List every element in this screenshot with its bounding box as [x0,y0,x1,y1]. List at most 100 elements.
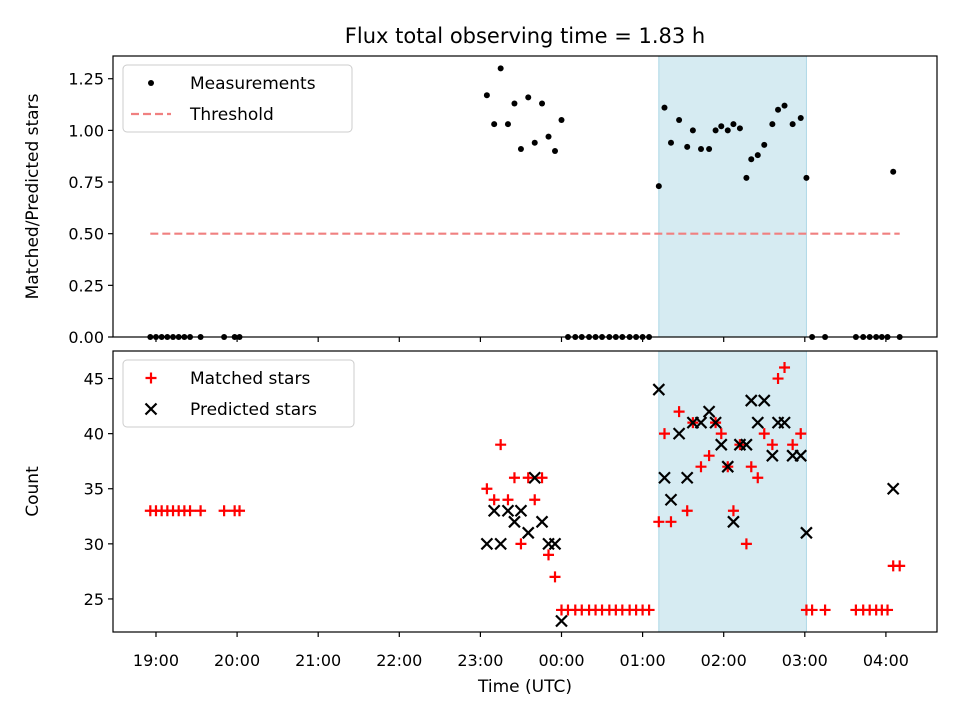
measurement-point [667,139,674,146]
measurement-point [531,139,538,146]
matched-star-point [882,604,894,616]
bottom-legend: Matched stars Predicted stars [122,359,355,428]
predicted-star-point [744,394,758,407]
measurement-point [769,121,776,128]
matched-star-point [740,538,752,550]
matched-star-point [522,472,534,484]
matched-star-point [772,373,784,385]
measurement-point [552,148,559,155]
predicted-star-point [680,471,694,485]
x-tick-label: 23:00 [457,651,503,670]
x-tick-label: 02:00 [701,651,747,670]
chart-title: Flux total observing time = 1.83 h [345,24,705,48]
measurement-point [706,145,713,152]
measurement-point [483,92,490,99]
predicted-star-point [766,449,779,462]
measurement-point [743,174,750,181]
matched-star-point [502,494,514,506]
bottom-y-tick-label: 35 [84,480,104,499]
predicted-star-point [514,504,528,518]
bottom-y-tick-label: 45 [84,370,104,389]
matched-star-point [745,461,757,473]
matched-star-point [195,505,207,517]
measurement-point [890,168,897,175]
legend-label: Matched stars [190,369,310,389]
bottom-panel: 25 30 35 40 45 19:00 20:00 21:00 22:00 23:00 00:00… [23,350,938,670]
matched-star-point [234,505,246,517]
legend-label: Measurements [190,74,316,94]
measurement-point [803,174,810,181]
measurement-point [748,156,755,163]
top-y-tick-label: 0.00 [68,328,104,347]
matched-star-point [508,472,520,484]
predicted-star-point [800,526,813,540]
predicted-star-point [794,449,808,462]
bottom-y-tick-label: 40 [84,425,104,444]
predicted-star-point [555,614,568,628]
top-y-tick-label: 0.50 [68,225,104,244]
bottom-series-0 [144,362,906,616]
measurement-point [712,127,719,134]
measurement-point [511,100,518,107]
matched-star-point [703,450,715,462]
matched-star-point [549,571,561,583]
legend-predicted-marker [144,402,158,416]
x-tick-label: 21:00 [295,651,341,670]
predicted-star-point [778,416,791,429]
bottom-highlight-span [658,350,807,633]
measurement-point [661,104,668,111]
predicted-star-point [694,416,708,429]
matched-star-point [515,538,527,550]
x-tick-label: 19:00 [133,651,179,670]
predicted-star-point [721,460,735,473]
predicted-star-point [702,405,716,418]
measurement-point [676,117,683,124]
top-y-tick-label: 1.25 [68,70,104,89]
matched-star-point [653,516,665,528]
predicted-star-point [521,526,535,540]
predicted-star-point [757,394,771,407]
predicted-star-point [652,383,666,396]
measurement-point [797,114,804,121]
predicted-star-point [508,515,521,529]
legend-measurements-marker [148,80,154,86]
x-tick-label: 03:00 [782,651,828,670]
measurement-point [754,152,761,159]
measurement-point [539,100,546,107]
legend-label: Threshold [189,105,274,125]
bottom-legend-box [122,359,355,428]
matched-star-point [543,549,555,561]
measurement-point [781,102,788,109]
matched-star-point [766,439,778,451]
predicted-star-point [480,537,494,551]
measurement-point [684,143,691,150]
matched-star-point [727,505,739,517]
predicted-star-point [658,471,671,485]
matched-star-point [658,428,670,440]
top-legend: Measurements Threshold [122,64,353,133]
predicted-star-point [727,515,740,529]
top-legend-box [122,64,353,133]
matched-star-point [779,362,791,374]
matched-star-point [495,439,507,451]
measurement-point [761,141,768,148]
matched-star-point [758,428,770,440]
matched-star-point [184,505,196,517]
matched-star-point [665,516,677,528]
top-panel: 0.00 0.25 0.50 0.75 1.00 1.25 Matched/Predicte… [23,55,938,347]
matched-star-point [536,472,548,484]
matched-star-point [806,604,818,616]
predicted-star-point [740,438,753,451]
predicted-star-point [709,416,722,429]
measurement-point [545,133,552,140]
top-y-axis-label: Matched/Predicted stars [23,93,43,299]
measurement-point [697,145,704,152]
predicted-star-point [501,504,515,518]
top-plot-frame [112,55,938,338]
measurement-point [525,94,532,101]
matched-star-point [787,439,799,451]
x-tick-label: 00:00 [538,651,584,670]
legend-label: Predicted stars [190,400,317,420]
matched-star-point [529,494,541,506]
measurement-point [491,121,498,128]
